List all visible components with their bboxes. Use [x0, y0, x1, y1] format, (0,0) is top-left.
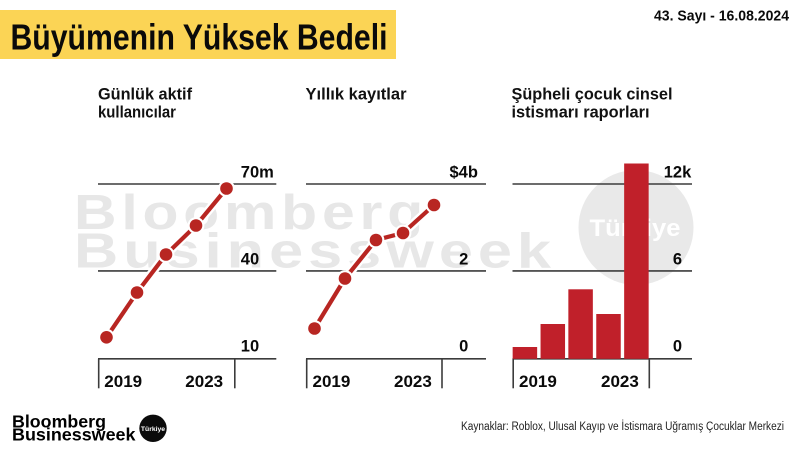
svg-text:Bloomberg: Bloomberg — [74, 186, 428, 240]
svg-text:Yıllık kayıtlar: Yıllık kayıtlar — [306, 85, 407, 104]
svg-text:6: 6 — [673, 251, 682, 269]
svg-text:$4b: $4b — [449, 164, 477, 182]
svg-text:Türkiye: Türkiye — [141, 426, 165, 433]
svg-text:2019: 2019 — [519, 372, 557, 391]
svg-text:12k: 12k — [664, 164, 692, 182]
svg-text:Businessweek: Businessweek — [12, 425, 136, 445]
svg-text:Şüpheli çocuk cinsel: Şüpheli çocuk cinsel — [512, 85, 673, 104]
svg-text:0: 0 — [673, 338, 682, 356]
svg-text:2023: 2023 — [185, 372, 223, 391]
svg-text:Günlük aktif: Günlük aktif — [98, 85, 192, 104]
svg-text:40: 40 — [241, 251, 259, 269]
svg-text:0: 0 — [459, 338, 468, 356]
svg-text:istismarı raporları: istismarı raporları — [512, 103, 650, 122]
svg-text:10: 10 — [241, 338, 259, 356]
svg-text:43. Sayı - 16.08.2024: 43. Sayı - 16.08.2024 — [654, 8, 790, 25]
svg-text:70m: 70m — [241, 164, 274, 182]
svg-text:2023: 2023 — [394, 372, 432, 391]
svg-text:kullanıcılar: kullanıcılar — [98, 103, 176, 122]
svg-text:Kaynaklar: Roblox, Ulusal Kayı: Kaynaklar: Roblox, Ulusal Kayıp ve İstis… — [461, 420, 784, 433]
svg-text:Bloomberg: Bloomberg — [12, 412, 106, 432]
svg-text:2019: 2019 — [313, 372, 351, 391]
svg-text:2023: 2023 — [601, 372, 639, 391]
svg-text:Büyümenin Yüksek Bedeli: Büyümenin Yüksek Bedeli — [11, 17, 388, 58]
svg-text:2: 2 — [459, 251, 468, 269]
svg-text:2019: 2019 — [104, 372, 142, 391]
